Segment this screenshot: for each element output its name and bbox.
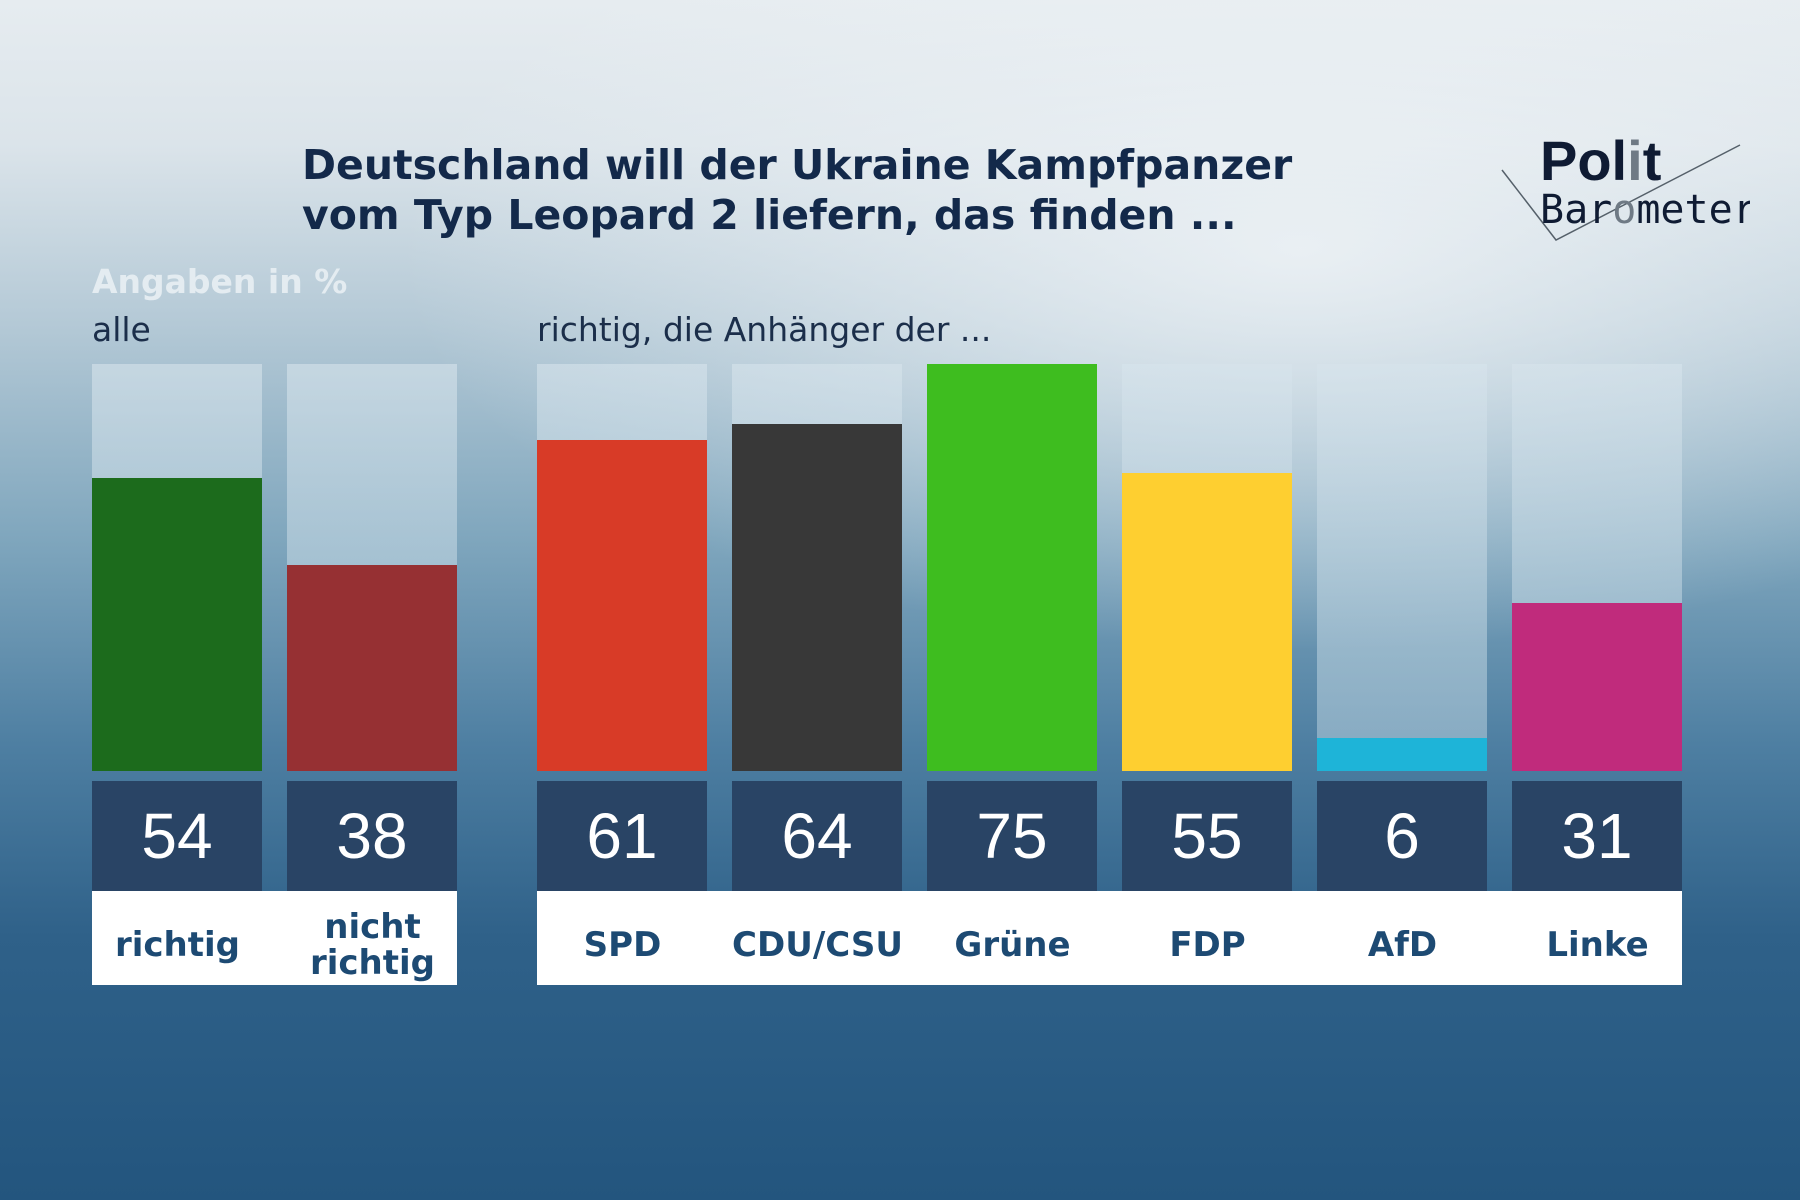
category-label: nicht richtig	[309, 907, 436, 983]
logo-line1: Polit	[1540, 129, 1661, 192]
category-label: FDP	[1169, 925, 1246, 965]
chart-title: Deutschland will der Ukraine Kampfpanzer…	[302, 141, 1293, 239]
checkmark-icon	[1501, 144, 1741, 241]
bar-grüne	[927, 364, 1097, 771]
data-label: 61	[537, 781, 707, 891]
bar-fdp	[1122, 472, 1292, 771]
bar-track	[1122, 364, 1292, 771]
bar-nicht-richtig	[287, 564, 457, 771]
bar-track	[537, 364, 707, 771]
data-label: 38	[287, 781, 457, 891]
category-label: richtig	[114, 925, 241, 965]
politbarometer-logo: Polit Barometer	[1501, 129, 1750, 241]
bar-track	[927, 364, 1097, 771]
data-label: 55	[1122, 781, 1292, 891]
bar-track	[92, 364, 262, 771]
data-label: 54	[92, 781, 262, 891]
data-label: 64	[732, 781, 902, 891]
bar-track	[287, 364, 457, 771]
bar-spd	[537, 439, 707, 771]
category-label: SPD	[583, 925, 662, 965]
label-panel-all	[92, 891, 457, 985]
group-label-parties: richtig, die Anhänger der ...	[537, 310, 992, 349]
bar-linke	[1512, 602, 1682, 771]
bar-cdu-csu	[732, 423, 902, 771]
bar-track	[1512, 364, 1682, 771]
category-label: CDU/CSU	[732, 925, 903, 965]
category-label: Grüne	[954, 925, 1071, 965]
bar-track	[732, 364, 902, 771]
bar-afd	[1317, 738, 1487, 771]
category-label: AfD	[1367, 925, 1438, 965]
unit-label: Angaben in %	[92, 262, 348, 301]
bar-richtig	[92, 477, 262, 771]
label-panel-parties	[537, 891, 1682, 985]
group-label-all: alle	[92, 310, 151, 349]
data-label: 75	[927, 781, 1097, 891]
bar-track	[1317, 364, 1487, 771]
data-label: 31	[1512, 781, 1682, 891]
data-label: 6	[1317, 781, 1487, 891]
category-label: Linke	[1546, 925, 1649, 965]
logo-line2: Barometer	[1540, 187, 1750, 233]
